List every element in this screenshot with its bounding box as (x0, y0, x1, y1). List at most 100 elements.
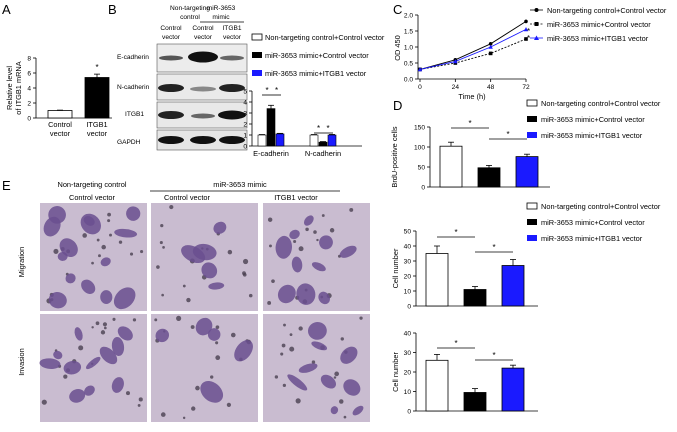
e1-ylabel: Cell number (391, 248, 400, 288)
membrane-pore (82, 233, 87, 238)
stained-cell (213, 221, 227, 234)
legend-c-item-3: miR-3653 mimic+ITGB1 vector (547, 34, 649, 43)
lane1-line2: vector (162, 34, 181, 41)
c-xtick-label: 48 (487, 84, 495, 91)
c-xtick-label: 0 (418, 84, 422, 91)
e-col-2: Control vector (164, 193, 211, 202)
e1-ytick-label: 10 (404, 288, 412, 295)
c-point (488, 42, 493, 46)
chart-e-invasion: 0 10 20 30 40 * * Cell number (391, 330, 538, 415)
membrane-pore (333, 376, 337, 379)
membrane-pore (137, 403, 141, 407)
d-ytick-label: 150 (414, 124, 425, 131)
stained-cell (57, 252, 68, 261)
e1-ytick-label: 30 (404, 258, 412, 265)
stained-cell (126, 206, 141, 221)
stained-cell (86, 356, 101, 370)
e2-ytick-label: 30 (404, 350, 412, 357)
e-col-1: Control vector (69, 193, 116, 202)
membrane-pore (267, 217, 273, 222)
membrane-pore (162, 245, 165, 249)
e1-ytick-label: 40 (404, 243, 412, 250)
membrane-pore (283, 323, 286, 327)
membrane-pore (182, 416, 186, 420)
panel-label-c: C (393, 2, 402, 17)
stained-cell (201, 262, 218, 279)
d-sig-star: * (468, 119, 471, 128)
blot-label-gapdh: GAPDH (117, 139, 141, 146)
legend-d-item-1: Non-targeting control+Control vector (541, 99, 661, 108)
c-point (524, 37, 528, 41)
chart-d: 0 50 100 150 * * BrdU-positive cells (390, 119, 550, 191)
chart-c: 0.0 0.5 1.0 1.5 2.0 0 24 48 72 ** Time (h) OD 450 (393, 12, 530, 101)
membrane-pore (321, 214, 325, 217)
b-ytick-label: 4 (243, 99, 247, 106)
micrograph-grid (39, 203, 370, 422)
stained-cell (48, 206, 66, 224)
c-series-line (419, 21, 527, 70)
membrane-pore (289, 333, 293, 337)
legend-c: Non-targeting control+Control vector miR… (530, 6, 667, 43)
membrane-pore (295, 398, 301, 404)
membrane-pore (101, 244, 106, 250)
e1-ytick-label: 20 (404, 273, 412, 280)
legend-b-item-2: miR-3653 mimic+Control vector (265, 51, 369, 60)
stained-cell (207, 328, 221, 341)
membrane-pore (104, 326, 107, 330)
membrane-pore (329, 228, 335, 233)
membrane-pore (289, 346, 295, 352)
d-ytick-label: 100 (414, 144, 425, 151)
membrane-pore (100, 330, 106, 335)
b-category-label: E-cadherin (253, 149, 289, 158)
b-bar (309, 134, 319, 147)
e-col-3: ITGB1 vector (274, 193, 318, 202)
legend-d-item-3: miR-3653 mimic+ITGB1 vector (541, 131, 643, 140)
membrane-pore (161, 293, 164, 297)
membrane-pore (98, 254, 101, 258)
membrane-pore (154, 318, 158, 322)
legend-c-item-2: miR-3653 mimic+Control vector (547, 20, 651, 29)
membrane-pore (215, 341, 219, 345)
a-category-label: ITGB1 (86, 120, 107, 129)
membrane-pore (169, 205, 174, 210)
a-category-label: Control (48, 120, 72, 129)
stained-cell (291, 256, 303, 273)
membrane-pore (96, 238, 100, 242)
b-ytick-label: 2 (243, 121, 247, 128)
legend-c-item-1: Non-targeting control+Control vector (547, 6, 667, 15)
e2-ytick-label: 20 (404, 369, 412, 376)
membrane-pore (215, 355, 221, 361)
membrane-pore (210, 375, 214, 379)
b-sig-star: * (317, 124, 320, 133)
membrane-pore (242, 258, 249, 265)
e2-bar (425, 359, 449, 412)
legend-b: Non-targeting control+Control vector miR… (251, 33, 385, 78)
d-bar (477, 167, 501, 188)
c-ytick-label: 2.0 (404, 12, 413, 19)
legend-d-item-2: miR-3653 mimic+Control vector (541, 115, 645, 124)
membrane-pore (160, 412, 166, 417)
lane1-line1: Control (160, 25, 182, 32)
membrane-pore (140, 250, 144, 254)
panel-label-d: D (393, 98, 402, 113)
membrane-pore (41, 399, 47, 405)
d-bar (515, 156, 539, 188)
membrane-pore (102, 322, 108, 327)
stained-cell (275, 235, 292, 259)
b-sig-star: * (275, 86, 278, 95)
stained-cell (320, 374, 337, 389)
stained-cell (114, 228, 138, 238)
membrane-pore (316, 238, 319, 242)
membrane-pore (132, 318, 137, 322)
c-sig-star: * (527, 27, 530, 36)
panel-label-e: E (2, 178, 11, 193)
membrane-pore (293, 239, 297, 244)
membrane-pore (311, 360, 316, 364)
stained-cell (99, 346, 118, 365)
membrane-pore (78, 345, 84, 351)
c-ytick-label: 0.5 (404, 60, 413, 67)
e2-sig-star: * (454, 339, 457, 348)
stained-cell (100, 257, 111, 267)
b-bar (327, 134, 337, 147)
